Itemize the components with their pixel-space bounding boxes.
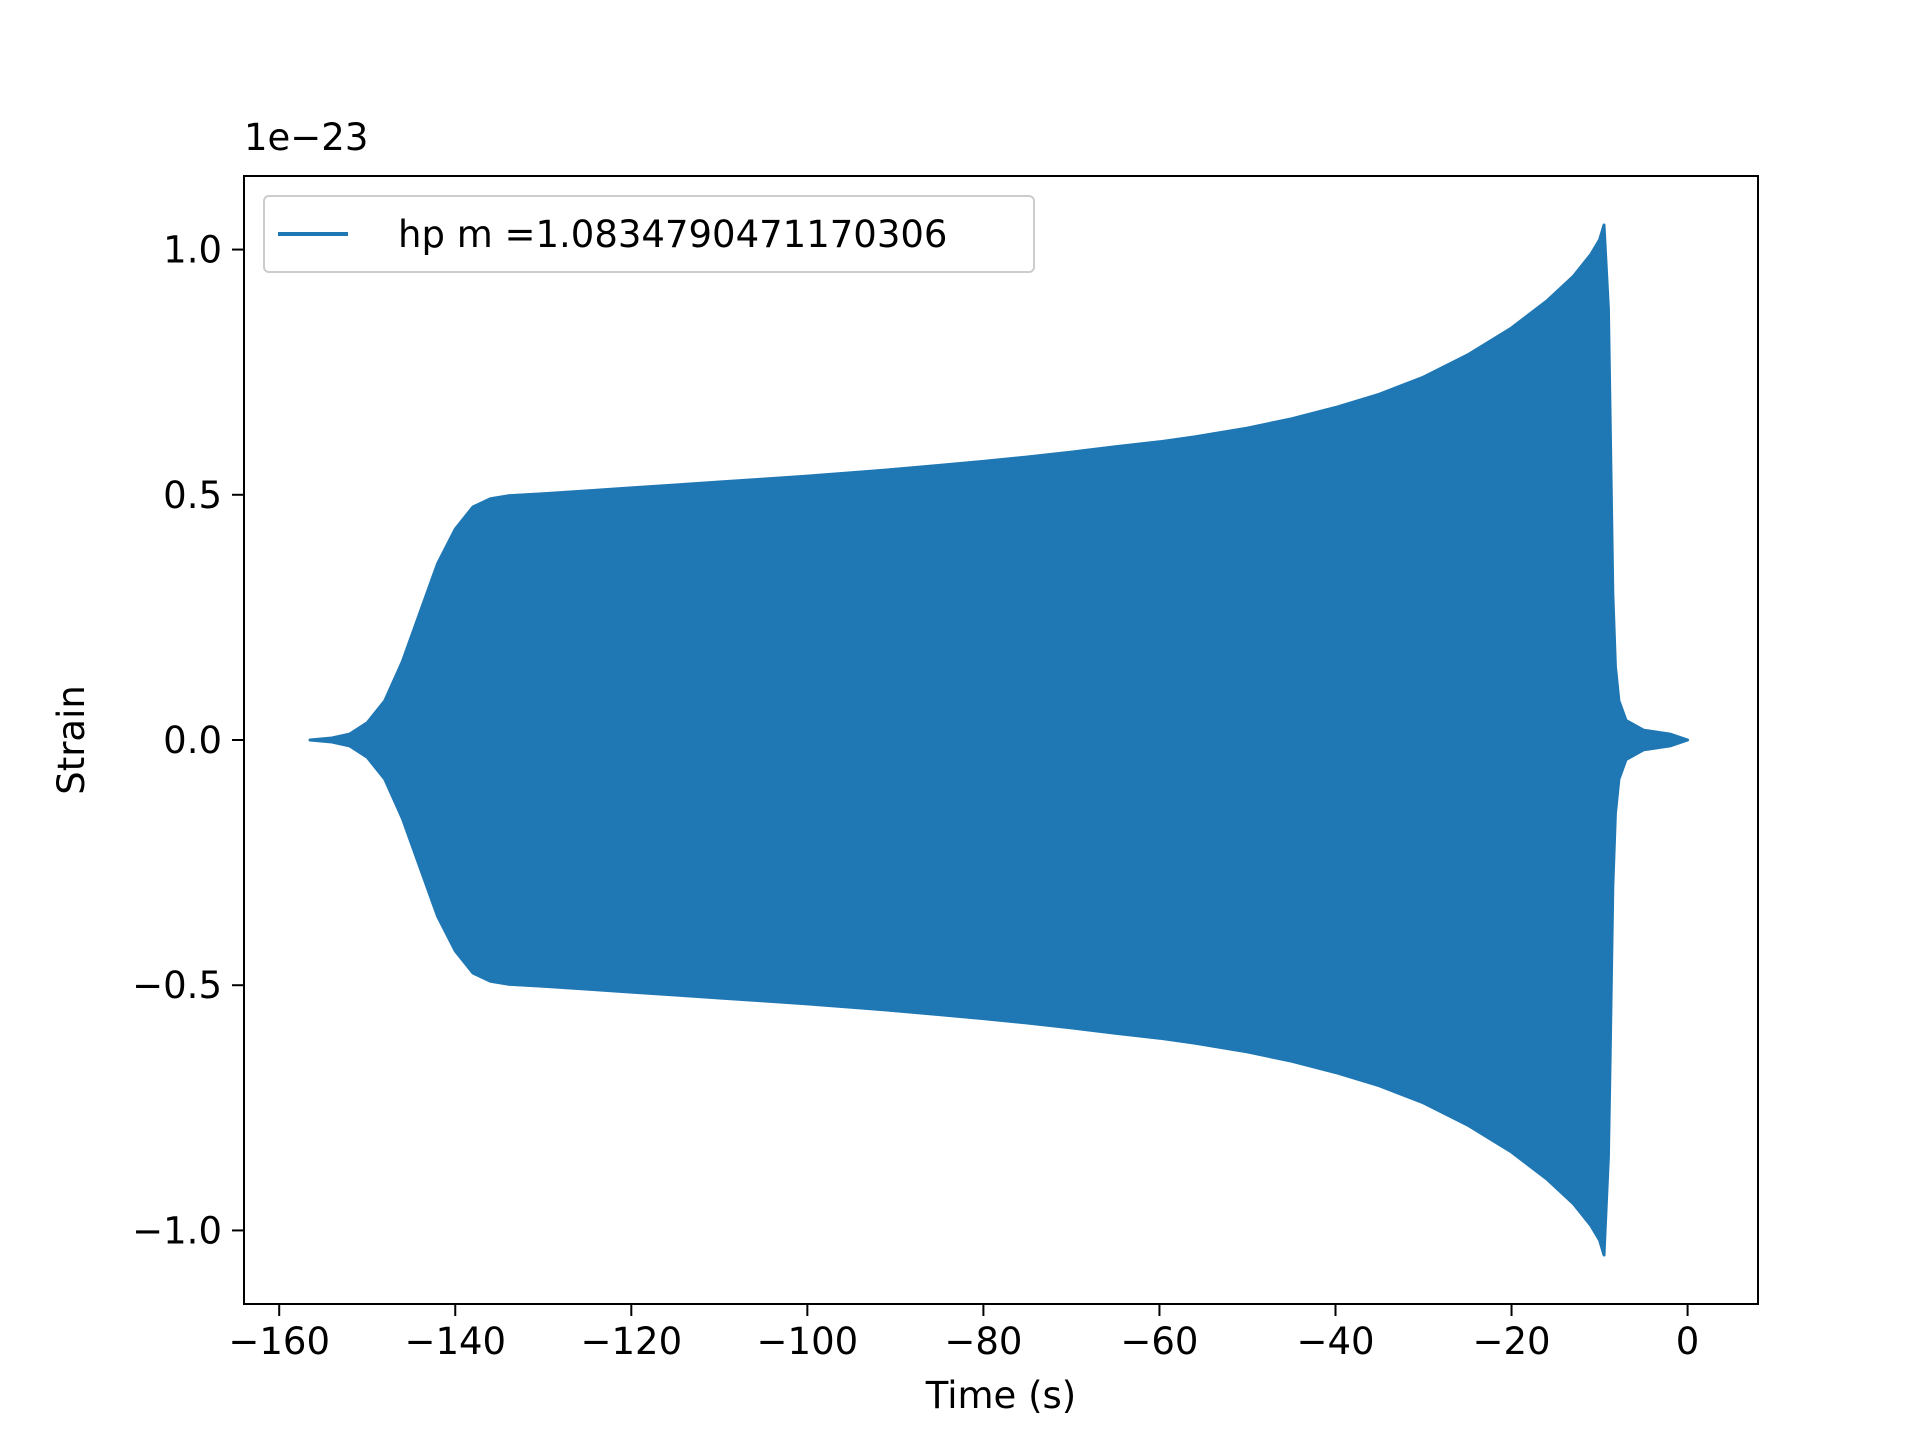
y-tick-label: 0.0 [163,719,222,762]
x-tick-label: −160 [228,1320,330,1363]
y-tick-label: 0.5 [163,474,222,517]
x-axis-label: Time (s) [925,1374,1076,1417]
x-tick-label: 0 [1676,1320,1700,1363]
x-tick-label: −20 [1472,1320,1550,1363]
plot-area [308,223,1690,1257]
legend-label: hp m =1.0834790471170306 [398,213,947,256]
legend: hp m =1.0834790471170306 [263,195,1035,273]
x-tick-label: −40 [1296,1320,1374,1363]
y-axis: −1.0 −0.5 0.0 0.5 1.0 [132,229,244,1252]
series-waveform [308,223,1690,1257]
x-tick-label: −100 [757,1320,859,1363]
legend-box [263,195,1035,273]
x-axis: −160 −140 −120 −100 −80 −60 −40 −20 0 [228,1304,1699,1363]
x-tick-label: −60 [1120,1320,1198,1363]
y-axis-offset-label: 1e−23 [244,116,368,159]
x-tick-label: −120 [580,1320,682,1363]
y-axis-label: Strain [50,685,93,795]
y-tick-label: −1.0 [132,1209,222,1252]
y-tick-label: 1.0 [163,229,222,272]
x-tick-label: −80 [944,1320,1022,1363]
y-tick-label: −0.5 [132,964,222,1007]
x-tick-label: −140 [404,1320,506,1363]
